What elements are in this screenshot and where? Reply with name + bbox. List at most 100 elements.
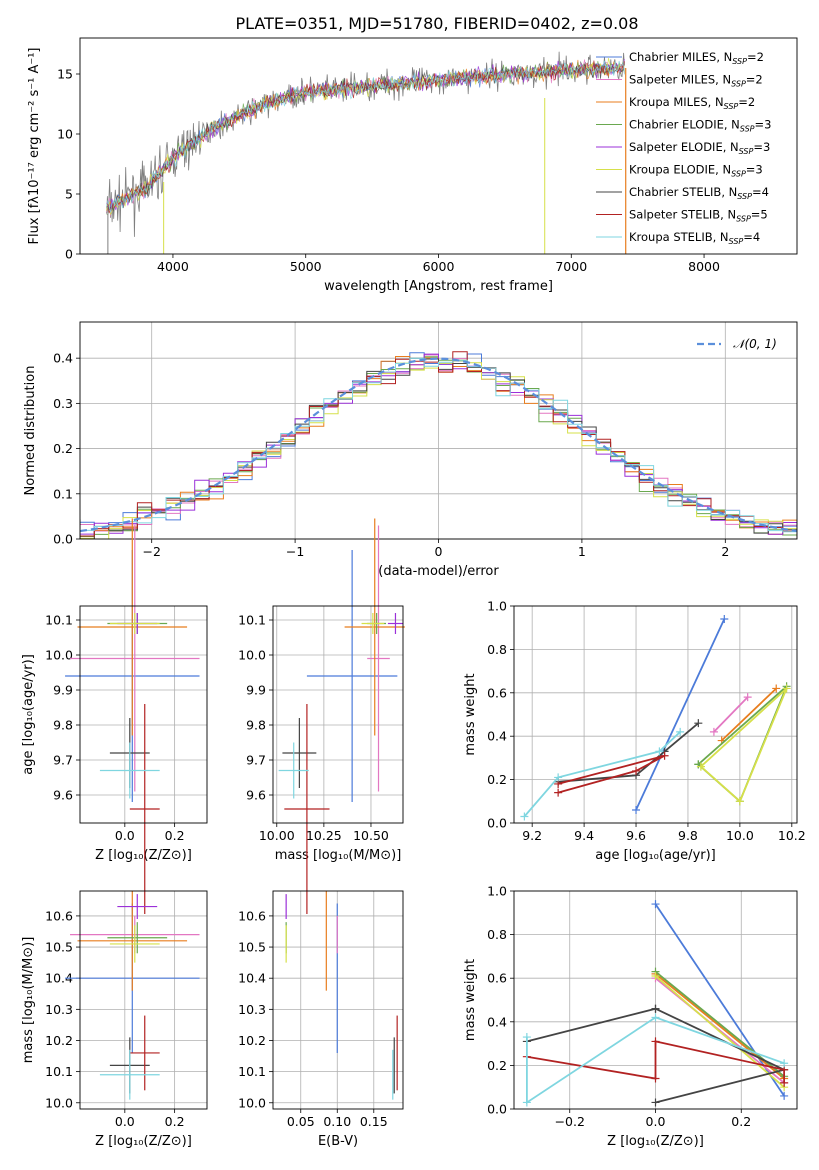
x-axis-label: mass [log₁₀(M/M⊙)] [275,848,402,863]
y-tick-label: 1.0 [487,884,507,899]
series-line-salpeter_miles [713,696,749,733]
legend-label: Kroupa STELIB, NSSP=4 [629,230,760,246]
x-tick-label: 8000 [688,259,720,274]
y-tick-label: 15 [57,67,73,82]
series-line-chabrier_miles [635,618,726,811]
histogram-kroupa_stelib [80,357,797,533]
x-tick-label: 10.2 [778,828,806,843]
histograms [80,351,797,539]
legend-label-text: Salpeter ELODIE, N [629,140,739,154]
y-tick-label: 0.4 [487,1014,507,1029]
y-tick-label: 10.5 [45,940,73,955]
legend-label-tail: =2 [746,73,763,87]
data-point [676,727,685,736]
model-spectrum-kroupa_stelib [106,60,625,213]
legend-label: 𝒩(0, 1) [733,337,777,351]
y-tick-label: 10.3 [45,1002,73,1017]
x-tick-label: 9.6 [626,828,646,843]
x-tick-label: 5000 [290,259,322,274]
x-tick-label: 9.8 [678,828,698,843]
data-point [651,1098,660,1107]
data-spectrum [106,51,625,237]
legend-label: Chabrier MILES, NSSP=2 [629,50,764,66]
data-point [780,1059,789,1068]
y-tick-label: 0.1 [53,486,73,501]
y-tick-label: 10.0 [238,1095,266,1110]
y-tick-label: 10.6 [45,908,73,923]
y-tick-label: 9.9 [53,683,73,698]
data-point [651,1037,660,1046]
x-tick-label: 2 [721,544,729,559]
legend-label-text: Salpeter STELIB, N [629,208,736,222]
legend-label-sub: SSP [729,237,744,246]
legend-label-tail: =3 [746,163,763,177]
legend-label-sub: SSP [740,125,755,134]
data-point [780,1091,789,1100]
data-point [660,751,669,760]
x-axis-label: wavelength [Angstrom, rest frame] [324,279,553,294]
x-axis-label: Z [log₁₀(Z/Z⊙)] [95,848,192,863]
x-tick-label: 0.15 [360,1114,388,1129]
residuals-axes: −2 −1 0 1 2 0.0 0.1 0.2 0.3 0.4 (data-model)/error… [23,321,798,579]
y-axis-label: mass weight [463,959,478,1041]
y-tick-label: 0.6 [487,971,507,986]
x-tick-label: 10.50 [353,828,389,843]
series-line-kroupa_stelib [523,731,681,818]
legend-label-sub: SSP [736,215,751,224]
y-tick-label: 9.6 [53,788,73,803]
spectrum-lines [106,51,627,254]
x-tick-label: 10.00 [259,828,295,843]
x-axis-label: E(B-V) [318,1134,358,1149]
y-tick-label: 10.1 [238,1064,266,1079]
y-tick-label: 0.4 [53,351,73,366]
legend-label: Salpeter STELIB, NSSP=5 [629,208,768,224]
axes-frame [79,890,208,1110]
normal-curve [80,357,797,533]
weight_vs_Z-axes: −0.2 0.0 0.2 0.0 0.2 0.4 0.6 0.8 1.0 Z [log₁₀(Z/Z… [463,884,798,1149]
x-tick-label: 0.0 [646,1114,666,1129]
data-point [696,762,705,771]
series-line-salpeter_stelib [557,754,666,794]
y-tick-label: 10.3 [238,1002,266,1017]
legend-label-text: Salpeter MILES, N [629,73,731,87]
figure-title: PLATE=0351, MJD=51780, FIBERID=0402, z=0… [235,14,638,33]
y-tick-label: 10 [57,127,73,142]
y-tick-label: 9.8 [246,718,266,733]
y-tick-label: 10.1 [45,1064,73,1079]
legend-label: Salpeter ELODIE, NSSP=3 [629,140,770,156]
axes-frame [79,605,208,824]
legend-label: Salpeter MILES, NSSP=2 [629,73,763,89]
y-axis-label: mass [log₁₀(M/M⊙)] [21,937,36,1064]
model-spectrum-kroupa_miles [106,59,625,211]
data-point [743,693,752,702]
legend-label-tail: =4 [743,230,760,244]
data-point [782,684,791,693]
legend-label-tail: =2 [747,50,764,64]
y-tick-label: 10.4 [238,971,266,986]
legend-label-text: Chabrier MILES, N [629,50,732,64]
legend-label-text: Chabrier ELODIE, N [629,118,740,132]
axes-frame [79,321,798,540]
y-tick-label: 10.2 [45,1033,73,1048]
data-point [655,747,664,756]
y-tick-label: 10.5 [238,940,266,955]
y-tick-label: 5 [65,187,73,202]
x-tick-label: 0 [435,544,443,559]
x-tick-label: 0.0 [115,1114,135,1129]
y-axis-label: age [log₁₀(age/yr)] [21,654,36,775]
legend-label: Kroupa MILES, NSSP=2 [629,95,755,111]
data-point [651,972,660,981]
legend-label-tail: =3 [755,118,772,132]
y-tick-label: 9.6 [246,788,266,803]
series-line-kroupa_miles [721,687,777,742]
y-tick-label: 0 [65,247,73,262]
x-tick-label: 0.0 [115,828,135,843]
axes-frame [79,37,798,255]
y-tick-label: 0.8 [487,927,507,942]
x-tick-label: 0.2 [731,1114,751,1129]
x-tick-label: −1 [286,544,304,559]
y-axis-label: Flux [fλ10⁻¹⁷ erg cm⁻² s⁻¹ A⁻¹] [27,48,42,245]
x-tick-label: 6000 [423,259,455,274]
y-tick-label: 9.7 [53,753,73,768]
y-tick-label: 0.8 [487,642,507,657]
